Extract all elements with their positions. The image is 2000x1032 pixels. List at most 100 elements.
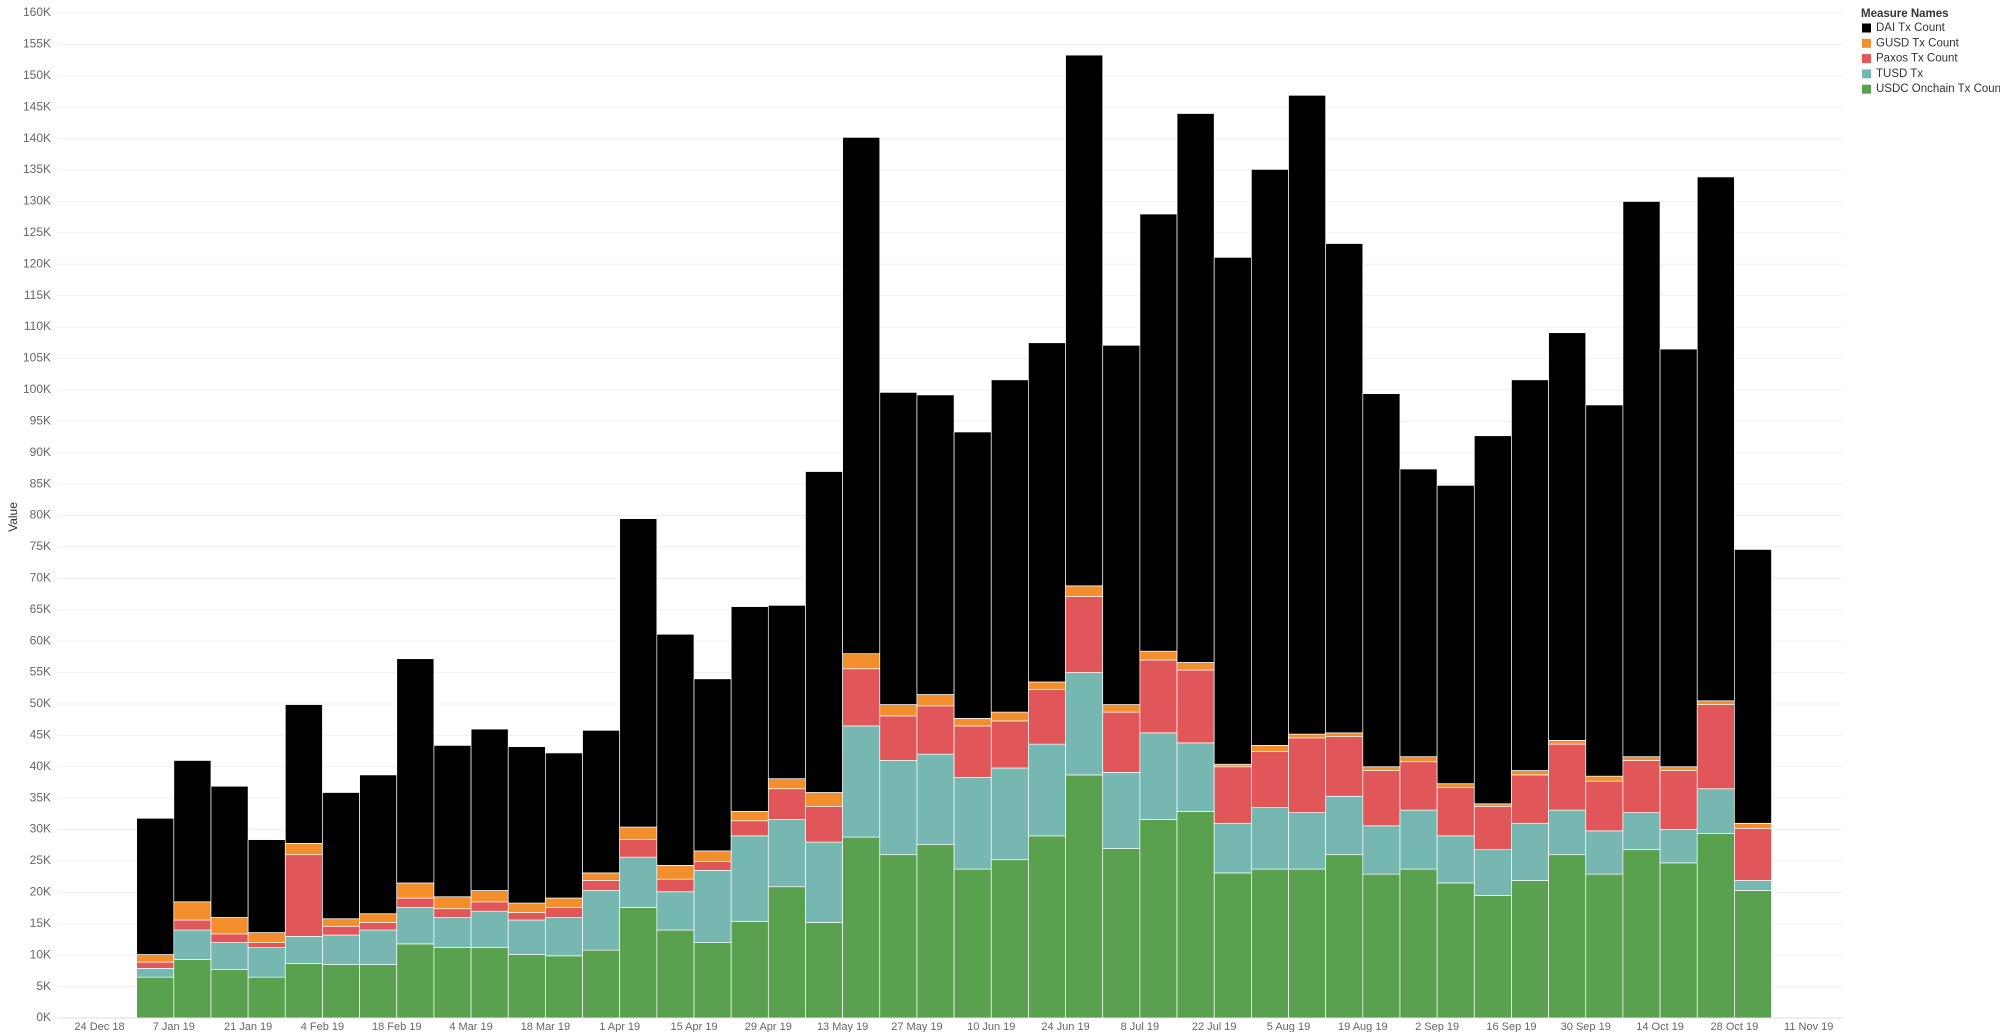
bar-segment [842, 137, 881, 655]
bar-segment [247, 839, 286, 933]
bar-segment [136, 976, 175, 1019]
bar-segment [1102, 344, 1141, 705]
bar-segment [656, 891, 695, 931]
bar-segment [322, 934, 360, 965]
y-tick-label: 140K [23, 131, 51, 145]
bar-segment [284, 963, 323, 1019]
bar-segment [842, 836, 881, 1019]
bar-segment [1213, 872, 1252, 1019]
bar-segment [879, 704, 918, 717]
legend-swatch [1862, 23, 1871, 33]
bar-segment [990, 379, 1029, 713]
bar-segment [767, 604, 806, 780]
bar-segment [879, 854, 918, 1019]
bar-segment [953, 868, 992, 1019]
bar-segment [1473, 849, 1512, 896]
bar-segment [173, 901, 212, 921]
y-tick-label: 25K [30, 853, 51, 867]
bar-segment [842, 725, 881, 838]
bar-segment [1028, 835, 1066, 1019]
y-tick-label: 85K [30, 476, 51, 490]
x-tick-label: 30 Sep 19 [1561, 1021, 1611, 1032]
bar-segment [1734, 549, 1772, 824]
bar-segment [1251, 807, 1289, 870]
bar-segment [470, 910, 509, 949]
bar-segment [1659, 348, 1698, 768]
bar-segment [507, 902, 546, 913]
bar-segment [805, 922, 843, 1019]
bar-segment [1028, 689, 1066, 745]
bar-segment [359, 922, 398, 931]
bar-segment [1548, 854, 1587, 1019]
bar-segment [916, 705, 955, 755]
bar-segment [1139, 213, 1178, 652]
y-tick-label: 45K [30, 728, 51, 742]
bar-segment [767, 886, 806, 1019]
y-tick-label: 65K [30, 602, 51, 616]
bar-segment [879, 392, 918, 705]
bar-segment [322, 792, 360, 920]
bar-segment [210, 917, 249, 935]
bar-segment [284, 843, 323, 856]
bar-segment [1548, 743, 1587, 811]
bar-segment [1734, 880, 1772, 891]
x-tick-label: 18 Feb 19 [372, 1021, 422, 1032]
bar-segment [916, 844, 955, 1019]
bar-segment [1288, 737, 1327, 813]
y-tick-label: 10K [30, 947, 51, 961]
y-tick-label: 30K [30, 822, 51, 836]
bar-segment [1325, 243, 1364, 734]
bar-segment [1139, 732, 1178, 820]
bar-segment [916, 394, 955, 695]
x-tick-label: 18 Mar 19 [521, 1021, 571, 1032]
bar-segment [1399, 761, 1438, 811]
bar-segment [916, 753, 955, 845]
y-tick-label: 115K [24, 288, 51, 302]
bar-segment [284, 935, 323, 964]
bar-segment [1585, 780, 1624, 832]
bar-segment [879, 760, 918, 856]
bar-segment [1548, 740, 1587, 745]
bar-segment [1585, 830, 1624, 875]
bar-segment [1251, 868, 1289, 1019]
x-tick-label: 5 Aug 19 [1267, 1021, 1310, 1032]
bar-segment [396, 658, 435, 884]
bar-segment [767, 778, 806, 790]
bar-segment [210, 942, 249, 970]
bar-segment [656, 633, 695, 866]
bar-segment [730, 920, 769, 1019]
bar-segment [1102, 711, 1141, 773]
bar-segment [1288, 94, 1327, 735]
y-tick-label: 35K [30, 790, 51, 804]
bar-segment [433, 745, 472, 898]
bar-segment [210, 785, 249, 918]
bar-segment [1176, 662, 1215, 671]
bar-segment [284, 854, 323, 937]
bar-segment [1622, 812, 1661, 851]
bar-segment [507, 919, 546, 955]
bar-segment [730, 810, 769, 822]
bar-segment [805, 792, 843, 807]
bar-segment [1213, 763, 1252, 768]
bar-segment [1288, 733, 1327, 739]
bar-segment [1065, 672, 1104, 776]
bar-segment [247, 932, 286, 943]
x-tick-label: 4 Mar 19 [449, 1021, 492, 1032]
legend-swatch [1862, 84, 1871, 94]
bar-segment [1399, 468, 1438, 758]
bar-segment [693, 850, 732, 862]
legend-swatch [1862, 69, 1871, 79]
bar-segment [1734, 827, 1772, 881]
bar-segment [1362, 825, 1401, 875]
y-tick-label: 155K [23, 37, 51, 51]
bar-segment [990, 711, 1029, 722]
y-tick-label: 55K [30, 665, 51, 679]
y-tick-label: 80K [30, 508, 51, 522]
x-tick-label: 7 Jan 19 [153, 1021, 195, 1032]
x-tick-label: 14 Oct 19 [1636, 1021, 1684, 1032]
bar-segment [1436, 783, 1475, 788]
bar-segment [953, 725, 992, 778]
bar-segment [1511, 880, 1549, 1019]
bar-segment [173, 760, 212, 903]
bar-segment [1548, 332, 1587, 741]
